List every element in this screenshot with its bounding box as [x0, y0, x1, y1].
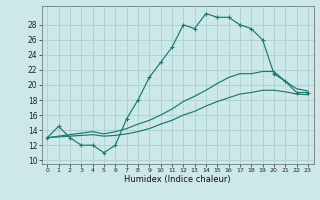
X-axis label: Humidex (Indice chaleur): Humidex (Indice chaleur) [124, 175, 231, 184]
